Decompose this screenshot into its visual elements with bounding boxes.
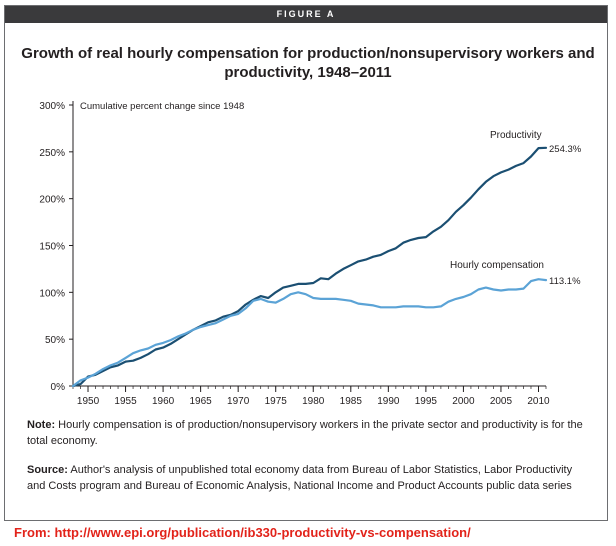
end-value-label: 113.1% xyxy=(549,276,581,287)
x-tick-label: 2000 xyxy=(452,396,475,407)
y-tick-label: 100% xyxy=(39,288,65,299)
y-tick-label: 50% xyxy=(45,335,65,346)
x-tick-label: 1995 xyxy=(415,396,438,407)
y-tick-label: 150% xyxy=(39,242,65,253)
figure-label: FIGURE A xyxy=(5,6,607,23)
source-text: Author's analysis of unpublished total e… xyxy=(27,464,573,492)
series-line-productivity xyxy=(71,146,548,388)
end-value-label: 254.3% xyxy=(549,144,582,155)
y-tick-label: 300% xyxy=(39,101,65,112)
series-label-hourly-compensation: Hourly compensation xyxy=(450,260,544,271)
x-tick-label: 1990 xyxy=(377,396,400,407)
figure-frame: FIGURE A xyxy=(4,5,608,521)
x-tick-label: 2010 xyxy=(527,396,550,407)
x-tick-label: 1980 xyxy=(302,396,325,407)
series-label-productivity: Productivity xyxy=(490,130,542,141)
x-tick-label: 1965 xyxy=(190,396,213,407)
y-tick-label: 250% xyxy=(39,148,65,159)
x-tick-label: 2005 xyxy=(490,396,513,407)
note: Note: Hourly compensation is of producti… xyxy=(27,417,587,449)
note-text: Hourly compensation is of production/non… xyxy=(27,419,583,447)
y-tick-label: 200% xyxy=(39,195,65,206)
chart-title: Growth of real hourly compensation for p… xyxy=(21,45,595,81)
source-url[interactable]: From: http://www.epi.org/publication/ib3… xyxy=(14,525,471,540)
source: Source: Author's analysis of unpublished… xyxy=(27,462,587,494)
source-label: Source: xyxy=(27,464,68,476)
note-label: Note: xyxy=(27,419,56,431)
x-tick-label: 1955 xyxy=(114,396,137,407)
x-tick-label: 1960 xyxy=(152,396,175,407)
series-line-hourly-compensation xyxy=(71,278,548,388)
y-tick-label: 0% xyxy=(51,382,66,393)
y-axis-label: Cumulative percent change since 1948 xyxy=(80,101,244,112)
x-tick-label: 1985 xyxy=(340,396,363,407)
x-tick-label: 1970 xyxy=(227,396,250,407)
x-tick-label: 1950 xyxy=(77,396,100,407)
x-tick-label: 1975 xyxy=(265,396,288,407)
